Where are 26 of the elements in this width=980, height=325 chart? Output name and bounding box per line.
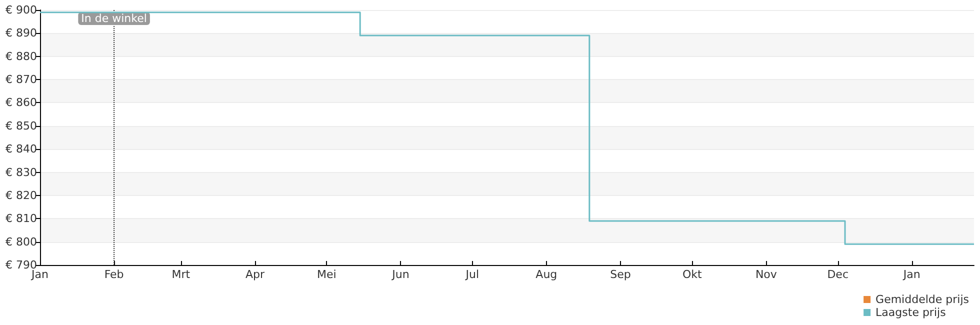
x-tick-label: Jun — [391, 268, 410, 281]
x-tick-label: Mrt — [172, 268, 191, 281]
x-tick-label: Sep — [610, 268, 631, 281]
y-tick-label: € 800 — [6, 235, 37, 248]
x-tick-label: Mei — [316, 268, 336, 281]
y-tick-label: € 810 — [6, 212, 37, 226]
x-tick-label: Okt — [682, 268, 702, 281]
legend-label: Gemiddelde prijs — [876, 293, 970, 306]
y-tick-label: € 820 — [6, 188, 37, 202]
y-tick-label: € 860 — [6, 96, 37, 110]
y-tick-label: € 880 — [6, 50, 37, 63]
x-tick-label: Aug — [536, 268, 558, 281]
y-tick-label: € 870 — [6, 73, 37, 86]
x-tick-label: Jul — [464, 268, 480, 281]
y-tick-label: € 900 — [6, 4, 37, 16]
y-tick-label: € 830 — [6, 166, 37, 179]
y-tick-label: € 840 — [6, 142, 37, 156]
x-tick-label: Dec — [827, 268, 848, 281]
ref-line-label: In de winkel — [81, 12, 147, 25]
y-tick-label: € 850 — [6, 119, 37, 132]
x-tick-label: Apr — [245, 268, 265, 281]
x-tick-label: Jan — [902, 268, 920, 281]
y-tick-label: € 890 — [6, 26, 37, 40]
x-tick-label: Feb — [104, 268, 124, 281]
legend-label: Laagste prijs — [876, 306, 946, 319]
x-tick-label: Nov — [755, 268, 778, 281]
